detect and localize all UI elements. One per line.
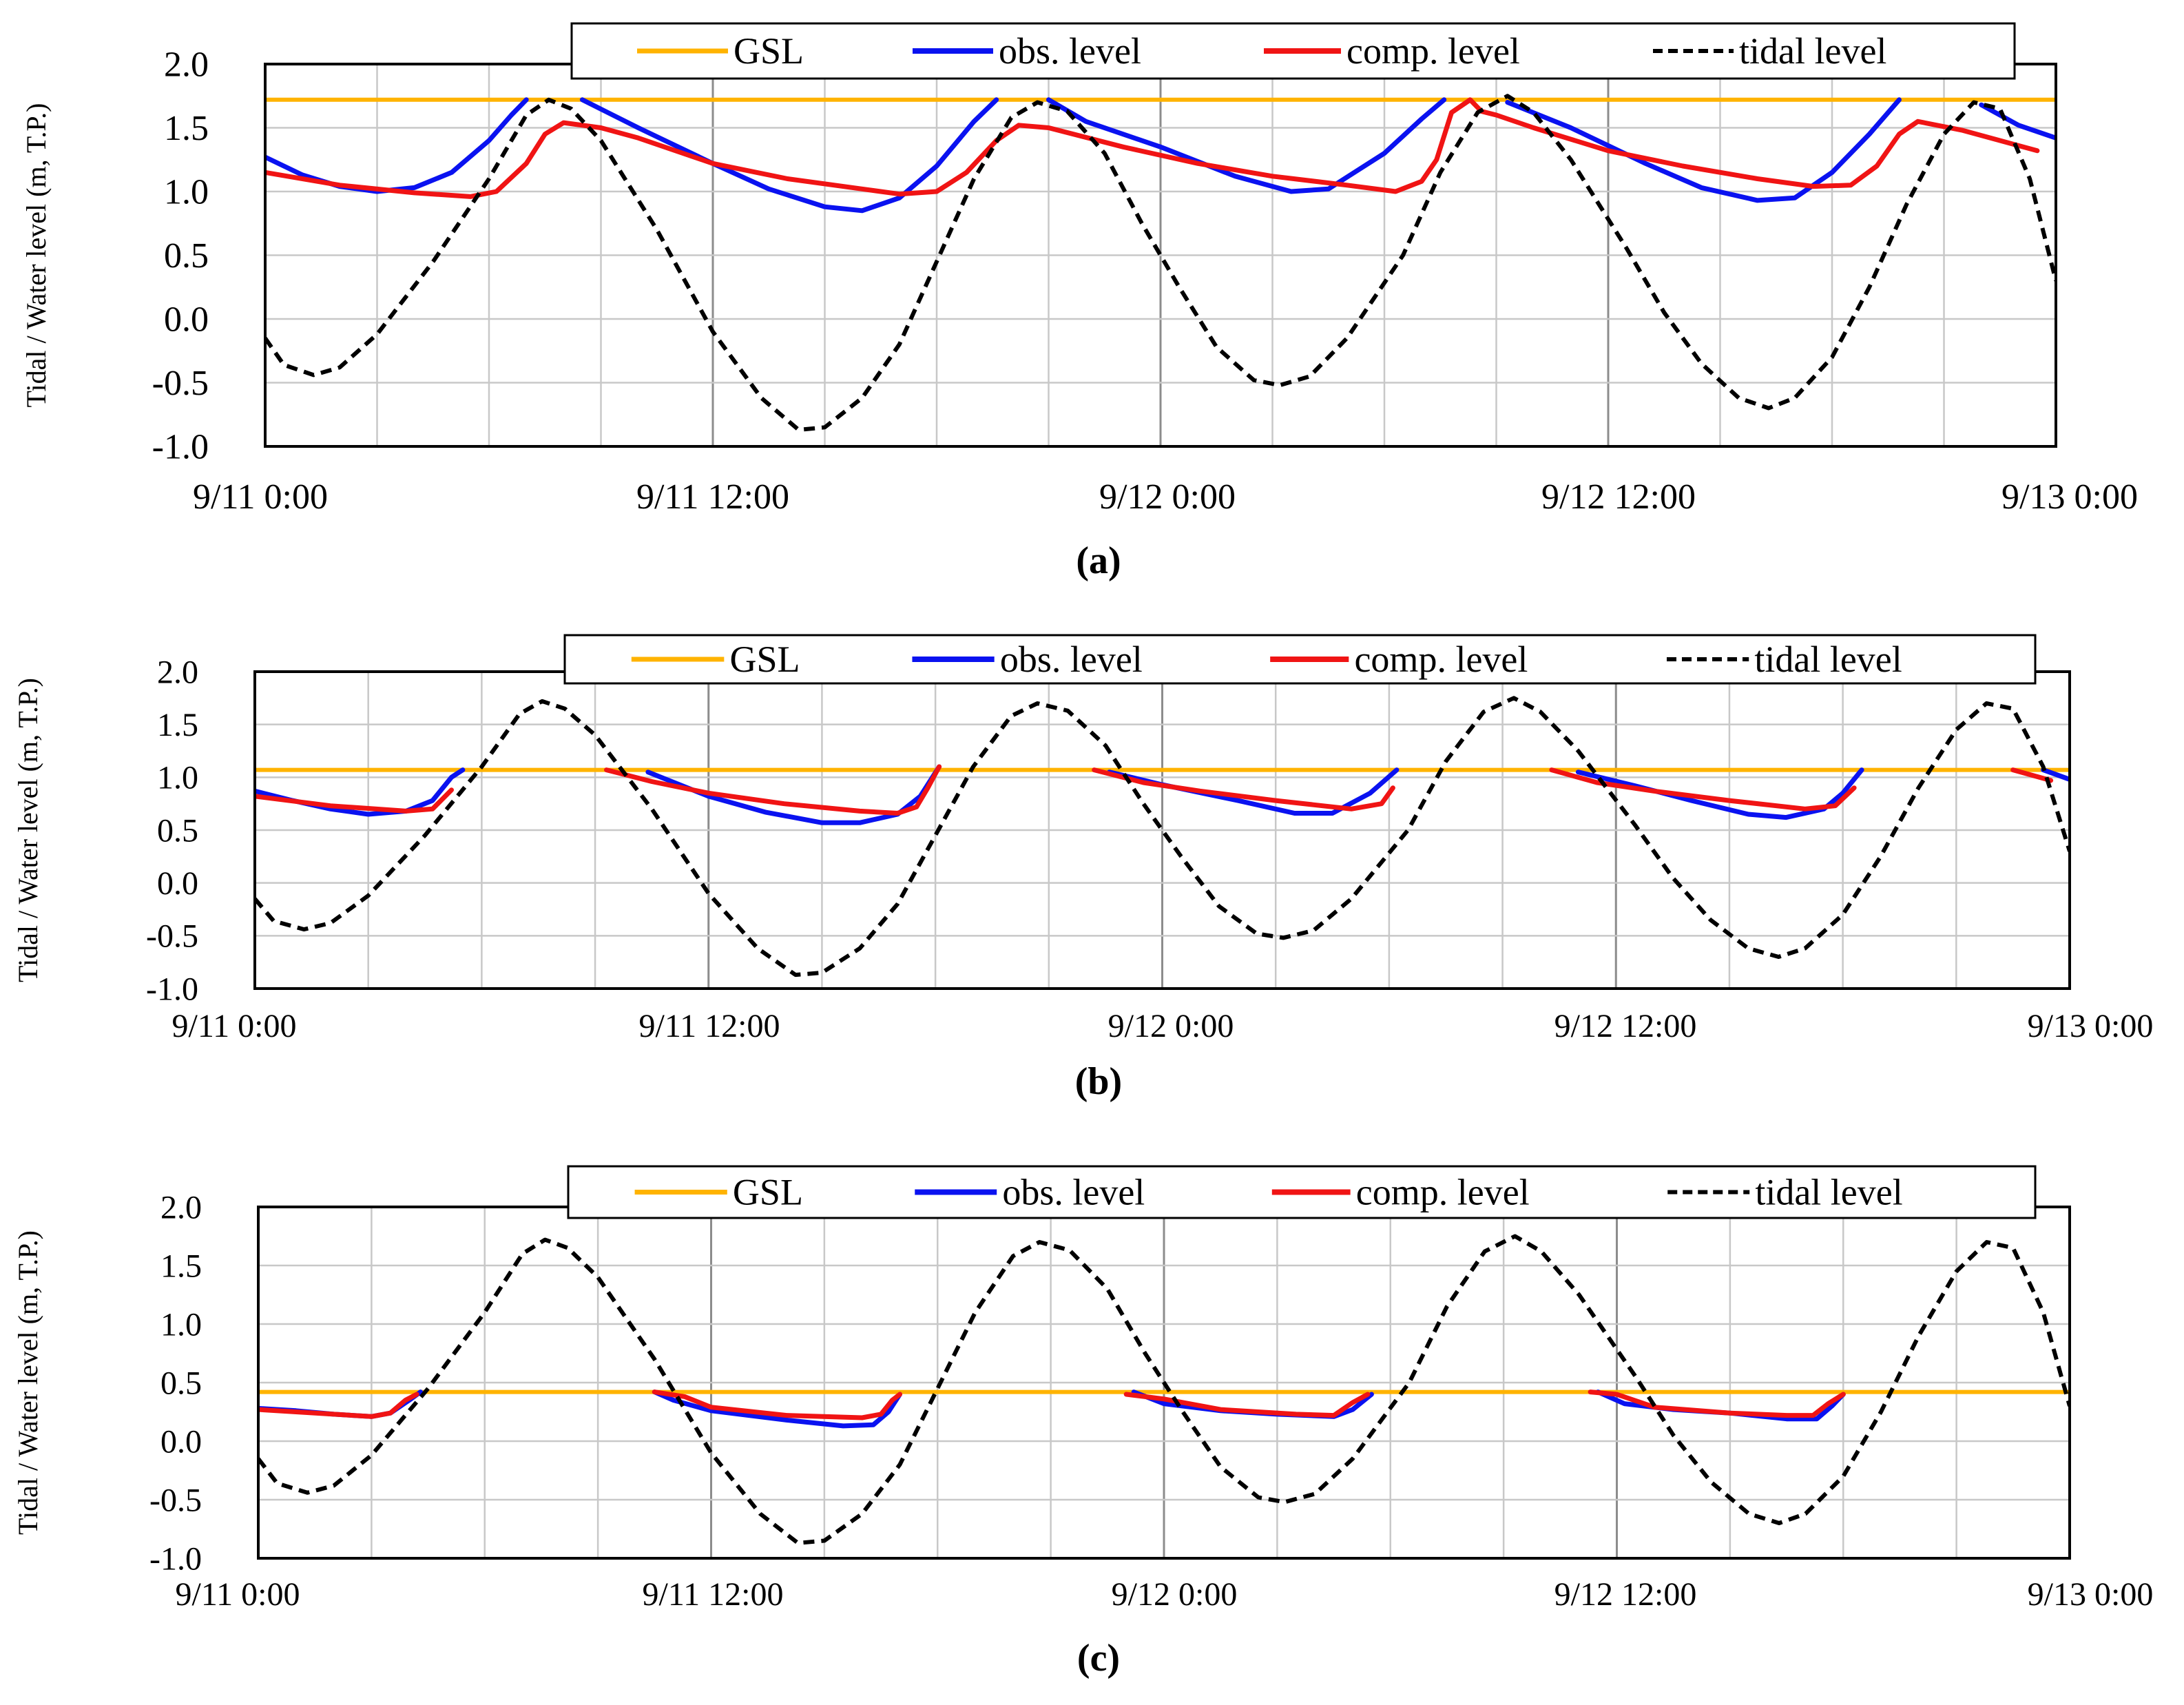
y-tick-label: 0.5 [160,1365,202,1401]
y-tick-label: -1.0 [152,428,209,467]
legend-label-obs: obs. level [999,30,1141,72]
x-tick-label: 9/13 0:00 [2028,1008,2154,1044]
legend-label-gsl: GSL [733,1172,803,1213]
y-tick-label: 1.0 [157,760,198,796]
tidal-level-line [265,94,2056,432]
legend-label-comp: comp. level [1346,30,1520,72]
y-tick-label: -1.0 [146,971,198,1007]
legend: GSL obs. level comp. level tidal level [567,1165,2037,1219]
y-tick-label: 1.0 [164,173,209,212]
y-tick-label: -0.5 [149,1482,202,1518]
obs-level-line [1046,97,1447,194]
panel-caption: (b) [1075,1060,1122,1103]
comp-level-line [652,1389,902,1420]
y-tick-label: -0.5 [152,364,209,403]
comp-level-line [1123,1392,1371,1418]
legend-label-tidal: tidal level [1755,1172,1902,1213]
legend-label-gsl: GSL [729,639,800,680]
panel-caption: (a) [1076,539,1121,582]
legend-label-tidal: tidal level [1739,30,1886,72]
x-tick-label: 9/11 0:00 [193,477,328,517]
grid [255,672,2070,989]
chart-panel-a: 2.0 1.5 1.0 0.5 0.0 -0.5 -1.0 9/11 0:00 9/11 12:… [21,22,2138,582]
y-tick-label: 0.0 [164,300,209,340]
grid [265,64,2056,446]
y-axis-label: Tidal / Water level (m, T.P.) [12,678,43,982]
plot-area [265,94,2056,432]
y-tick-label: 0.0 [157,865,198,902]
chart-panel-c: 2.0 1.5 1.0 0.5 0.0 -0.5 -1.09/11 0:00 9/11 12:… [12,1165,2154,1680]
x-tick-label: 9/11 12:00 [636,477,789,517]
legend: GSL obs. level comp. level tidal level [570,22,2016,80]
obs-level-line [1979,102,2056,141]
x-tick-label: 9/12 12:00 [1541,477,1696,517]
legend-label-comp: comp. level [1354,639,1528,680]
y-tick-label: 0.5 [157,812,198,849]
comp-level-line [265,97,2040,199]
y-tick-label: 1.5 [164,109,209,148]
legend-label-obs: obs. level [1002,1172,1145,1213]
y-tick-label: 1.5 [160,1248,202,1284]
obs-level-line [1505,97,1902,203]
y-tick-label: 1.0 [160,1306,202,1343]
tidal-level-line [258,1234,2070,1545]
comp-level-line [1549,767,1857,812]
x-tick-label: 9/11 0:00 [172,1008,297,1044]
comp-level-line [258,1392,419,1419]
x-tick-label: 9/12 12:00 [1554,1576,1697,1613]
x-tick-label: 9/13 0:00 [2028,1576,2154,1613]
obs-level-line [645,764,942,825]
x-tick-label: 9/11 12:00 [643,1576,784,1613]
plot-area [255,696,2070,978]
comp-level-line [2010,767,2054,783]
legend-label-gsl: GSL [734,30,804,72]
y-tick-label: 2.0 [164,45,209,85]
panel-caption: (c) [1077,1637,1120,1680]
plot-area [258,1234,2070,1545]
x-tick-label: 9/12 0:00 [1112,1576,1238,1613]
y-tick-label: 2.0 [160,1189,202,1226]
x-tick-label: 9/12 12:00 [1554,1008,1697,1044]
legend-label-comp: comp. level [1356,1172,1530,1213]
legend-label-tidal: tidal level [1754,639,1902,680]
x-tick-label: 9/12 0:00 [1108,1008,1234,1044]
tidal-level-line [255,696,2070,978]
y-tick-label: 0.0 [160,1423,202,1460]
comp-level-line [255,787,454,814]
obs-level-line [2041,767,2070,782]
y-axis-label: Tidal / Water level (m, T.P.) [12,1230,43,1535]
legend-label-obs: obs. level [1000,639,1143,680]
x-tick-label: 9/11 0:00 [176,1576,300,1613]
comp-level-line [604,764,942,816]
y-tick-label: -0.5 [146,918,198,955]
x-tick-label: 9/11 12:00 [639,1008,780,1044]
comp-level-line [1092,767,1395,812]
comp-level-line [1588,1389,1846,1418]
y-tick-label: 2.0 [157,654,198,690]
y-axis-label: Tidal / Water level (m, T.P.) [21,103,52,408]
y-tick-label: -1.0 [149,1540,202,1577]
x-tick-label: 9/12 0:00 [1099,477,1236,517]
y-tick-label: 1.5 [157,707,198,743]
y-tick-label: 0.5 [164,236,209,276]
legend: GSL obs. level comp. level tidal level [563,634,2037,685]
chart-panel-b: 2.0 1.5 1.0 0.5 0.0 -0.5 -1.09/11 0:00 9/11 12:… [12,634,2154,1103]
x-tick-label: 9/13 0:00 [2001,477,2138,517]
obs-level-line [579,97,999,214]
